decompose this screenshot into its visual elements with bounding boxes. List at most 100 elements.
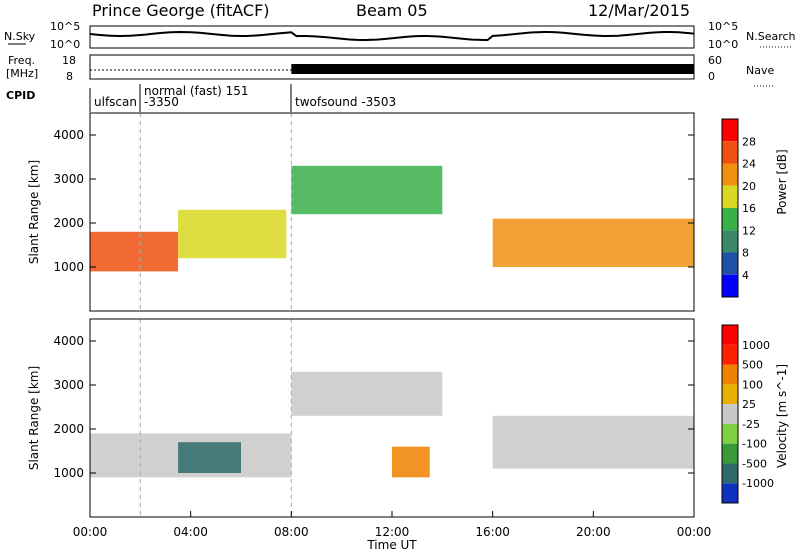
velocity-colorbar-swatch xyxy=(722,423,738,444)
velocity-ylabel: Slant Range [km] xyxy=(27,366,41,470)
noise-left-tick-top: 10^5 xyxy=(50,20,80,33)
velocity-colorbar-swatch xyxy=(722,384,738,405)
x-tick-label: 00:00 xyxy=(677,525,712,539)
freq-label-line1: Freq. xyxy=(8,54,35,67)
power-colorbar-swatch xyxy=(722,274,738,297)
freq-right-tick-top: 60 xyxy=(708,54,722,67)
noise-left-label: N.Sky xyxy=(4,30,36,43)
velocity-colorbar-tick: -25 xyxy=(742,418,760,431)
velocity-colorbar-tick: 100 xyxy=(742,378,763,391)
velocity-ytick-label: 4000 xyxy=(53,334,84,348)
x-tick-label: 16:00 xyxy=(475,525,510,539)
x-tick-label: 08:00 xyxy=(274,525,309,539)
power-colorbar-swatch xyxy=(722,185,738,208)
velocity-echo-region xyxy=(178,442,241,473)
power-colorbar-tick: 12 xyxy=(742,224,756,237)
power-colorbar-swatch xyxy=(722,208,738,231)
velocity-colorbar-swatch xyxy=(722,364,738,385)
velocity-colorbar-swatch xyxy=(722,463,738,484)
power-colorbar-tick: 24 xyxy=(742,158,756,171)
power-echo-region xyxy=(178,209,287,259)
x-axis-label: Time UT xyxy=(366,538,417,552)
velocity-ytick-label: 3000 xyxy=(53,378,84,392)
velocity-colorbar-tick: -1000 xyxy=(742,477,774,490)
velocity-colorbar-tick: -500 xyxy=(742,457,767,470)
noise-right-tick-bottom: 10^0 xyxy=(708,38,738,51)
noise-trace xyxy=(89,30,695,41)
x-axis: 00:00 04:00 08:00 12:00 16:00 20:00 00:00 xyxy=(73,511,712,539)
velocity-colorbar: 1000 500 100 25 -25 -100 -500 -1000 xyxy=(721,324,774,504)
noise-panel: N.Sky 10^5 10^0 10^5 10^0 N.Search xyxy=(4,20,796,51)
power-echo-region xyxy=(492,218,694,267)
x-tick-label: 12:00 xyxy=(375,525,410,539)
velocity-colorbar-tick: -100 xyxy=(742,438,767,451)
power-colorbar-swatch xyxy=(722,252,738,275)
power-colorbar-tick: 28 xyxy=(742,135,756,148)
velocity-echo-region xyxy=(392,446,430,478)
velocity-colorbar-tick: 25 xyxy=(742,398,756,411)
cpid-ulfscan: ulfscan xyxy=(94,95,137,109)
velocity-colorbar-tick: 1000 xyxy=(742,339,770,352)
velocity-colorbar-tick: 500 xyxy=(742,359,763,372)
power-colorbar-tick: 4 xyxy=(742,269,749,282)
cpid-normal-id: -3350 xyxy=(144,95,179,109)
cpid-normal: normal (fast) 151 xyxy=(144,84,248,98)
power-colorbar-tick: 8 xyxy=(742,247,749,260)
power-panel-frame xyxy=(89,112,695,312)
power-colorbar-label: Power [dB] xyxy=(775,149,789,214)
x-tick-label: 04:00 xyxy=(173,525,208,539)
noise-right-tick-top: 10^5 xyxy=(708,20,738,33)
cpid-row: CPID ulfscan normal (fast) 151 -3350 two… xyxy=(6,84,396,112)
freq-left-tick-bottom: 8 xyxy=(66,70,73,83)
freq-right-label: Nave xyxy=(746,64,774,77)
power-echo-region xyxy=(90,231,179,272)
x-tick-label: 00:00 xyxy=(73,525,108,539)
power-ytick-label: 1000 xyxy=(53,260,84,274)
freq-right-tick-bottom: 0 xyxy=(708,70,715,83)
freq-trace xyxy=(90,64,694,74)
velocity-colorbar-swatch xyxy=(722,344,738,365)
noise-panel-frame xyxy=(89,25,695,49)
power-colorbar-swatch xyxy=(722,163,738,186)
power-colorbar-frame xyxy=(721,118,739,298)
date-title: 12/Mar/2015 xyxy=(588,1,690,20)
velocity-y-axis: 4000 3000 2000 1000 xyxy=(53,334,694,480)
cpid-twofsound: twofsound -3503 xyxy=(295,95,396,109)
noise-line xyxy=(89,30,695,41)
freq-panel: Freq. [MHz] 18 8 60 0 Nave xyxy=(6,54,774,87)
velocity-colorbar-swatch xyxy=(722,483,738,503)
power-colorbar-swatch xyxy=(722,230,738,253)
velocity-colorbar-label: Velocity [m s^-1] xyxy=(775,364,789,468)
velocity-panel: 4000 3000 2000 1000 Slant Range [km] 1000 50… xyxy=(27,318,789,518)
freq-label-line2: [MHz] xyxy=(6,67,38,80)
power-y-axis: 4000 3000 2000 1000 xyxy=(53,128,694,274)
x-tick-label: 20:00 xyxy=(576,525,611,539)
power-heatmap xyxy=(90,113,694,311)
power-ytick-label: 4000 xyxy=(53,128,84,142)
power-ylabel: Slant Range [km] xyxy=(27,160,41,264)
velocity-colorbar-swatch xyxy=(722,443,738,464)
freq-left-tick-top: 18 xyxy=(62,54,76,67)
velocity-ytick-label: 2000 xyxy=(53,422,84,436)
power-colorbar-tick: 20 xyxy=(742,180,756,193)
freq-band xyxy=(291,64,694,74)
velocity-ytick-label: 1000 xyxy=(53,466,84,480)
beam-title: Beam 05 xyxy=(356,1,428,20)
velocity-colorbar-swatch xyxy=(722,404,738,424)
power-colorbar: 28 24 20 16 12 8 4 xyxy=(721,118,756,298)
velocity-colorbar-frame xyxy=(721,324,739,504)
power-colorbar-swatch xyxy=(722,141,738,164)
power-colorbar-swatch xyxy=(722,119,738,142)
noise-right-label: N.Search xyxy=(746,30,796,43)
station-title: Prince George (fitACF) xyxy=(92,1,270,20)
velocity-colorbar-swatch xyxy=(722,325,738,345)
power-colorbar-tick: 16 xyxy=(742,202,756,215)
power-echo-region xyxy=(291,165,443,215)
velocity-heatmap xyxy=(90,319,694,517)
noise-left-tick-bottom: 10^0 xyxy=(50,38,80,51)
power-ytick-label: 3000 xyxy=(53,172,84,186)
cpid-label: CPID xyxy=(6,89,35,102)
power-panel: 4000 3000 2000 1000 Slant Range [km] 28 24 20… xyxy=(27,112,789,312)
power-ytick-label: 2000 xyxy=(53,216,84,230)
